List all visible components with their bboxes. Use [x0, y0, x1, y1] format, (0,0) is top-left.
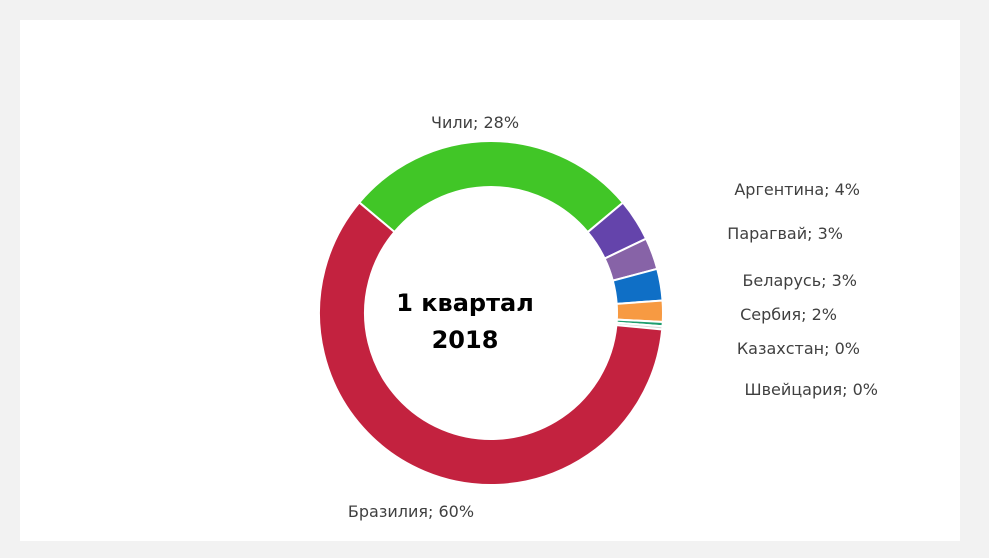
data-label-4: Беларусь; 3% [742, 271, 857, 290]
slice-labels: Чили; 28% Аргентина; 4% Парагвай; 3% Белару… [348, 113, 878, 521]
data-label-5: Сербия; 2% [740, 305, 837, 324]
slice-1 [357, 140, 625, 234]
data-label-3: Парагвай; 3% [727, 224, 843, 243]
center-label-line-2: 2018 [432, 326, 499, 354]
slice-5 [615, 299, 664, 324]
data-label-7: Швейцария; 0% [744, 380, 878, 399]
data-label-6: Казахстан; 0% [737, 339, 860, 358]
data-label-1: Чили; 28% [431, 113, 519, 132]
slice-8 [318, 201, 664, 486]
data-label-2: Аргентина; 4% [734, 180, 860, 199]
data-label-8: Бразилия; 60% [348, 502, 474, 521]
center-label-line-1: 1 квартал [396, 289, 534, 317]
donut-chart: Чили; 28% Аргентина; 4% Парагвай; 3% Белару… [318, 113, 878, 521]
chart-card: Чили; 28% Аргентина; 4% Парагвай; 3% Белару… [20, 20, 960, 541]
donut-slices [318, 140, 664, 486]
